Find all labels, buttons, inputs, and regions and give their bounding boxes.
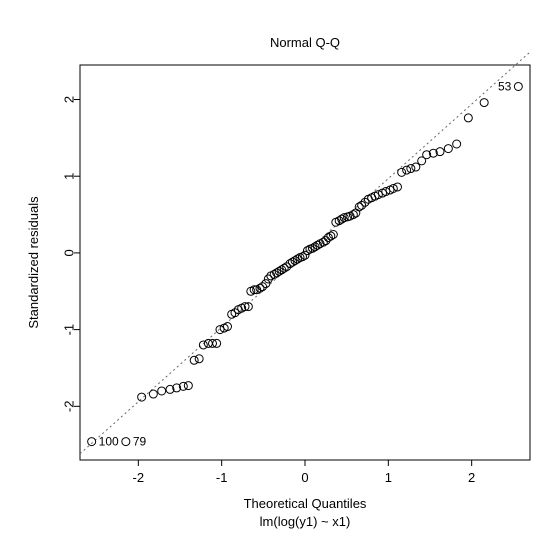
qq-plot: -2 -1 0 1 2 -2 -1 0 1 2 100 79 53 Normal Q-Q Theoretic… bbox=[0, 0, 553, 552]
data-point bbox=[480, 99, 488, 107]
x-tick-label: -1 bbox=[216, 470, 228, 485]
data-point bbox=[464, 114, 472, 122]
y-tick-label: 0 bbox=[61, 249, 76, 256]
data-point bbox=[262, 280, 270, 288]
x-tick-label: 1 bbox=[385, 470, 392, 485]
data-point bbox=[184, 382, 192, 390]
x-axis-label: Theoretical Quantiles bbox=[244, 496, 367, 511]
point-annotation: 100 bbox=[99, 435, 119, 449]
y-tick-label: 1 bbox=[61, 173, 76, 180]
data-point bbox=[158, 387, 166, 395]
x-tick-label: 0 bbox=[301, 470, 308, 485]
data-point bbox=[514, 82, 522, 90]
data-point bbox=[88, 438, 96, 446]
y-tick-label: -1 bbox=[61, 324, 76, 336]
plot-frame bbox=[80, 65, 530, 460]
x-tick-label: 2 bbox=[468, 470, 475, 485]
data-point bbox=[453, 140, 461, 148]
model-sublabel: lm(log(y1) ~ x1) bbox=[260, 514, 351, 529]
point-annotation: 53 bbox=[498, 79, 512, 93]
data-point bbox=[138, 393, 146, 401]
data-point bbox=[195, 355, 203, 363]
data-point bbox=[199, 341, 207, 349]
y-tick-label: -2 bbox=[61, 401, 76, 413]
x-tick-label: -2 bbox=[133, 470, 145, 485]
chart-title: Normal Q-Q bbox=[270, 35, 340, 50]
data-point bbox=[398, 168, 406, 176]
y-axis-label: Standardized residuals bbox=[26, 196, 41, 329]
data-point bbox=[190, 356, 198, 364]
data-point bbox=[444, 145, 452, 153]
point-annotation: 79 bbox=[133, 435, 147, 449]
reference-line bbox=[80, 52, 530, 454]
data-point bbox=[412, 163, 420, 171]
chart-svg: -2 -1 0 1 2 -2 -1 0 1 2 100 79 53 Normal Q-Q Theoretic… bbox=[0, 0, 553, 552]
data-point bbox=[358, 201, 366, 209]
data-point bbox=[122, 438, 130, 446]
y-tick-label: 2 bbox=[61, 96, 76, 103]
data-point bbox=[149, 390, 157, 398]
